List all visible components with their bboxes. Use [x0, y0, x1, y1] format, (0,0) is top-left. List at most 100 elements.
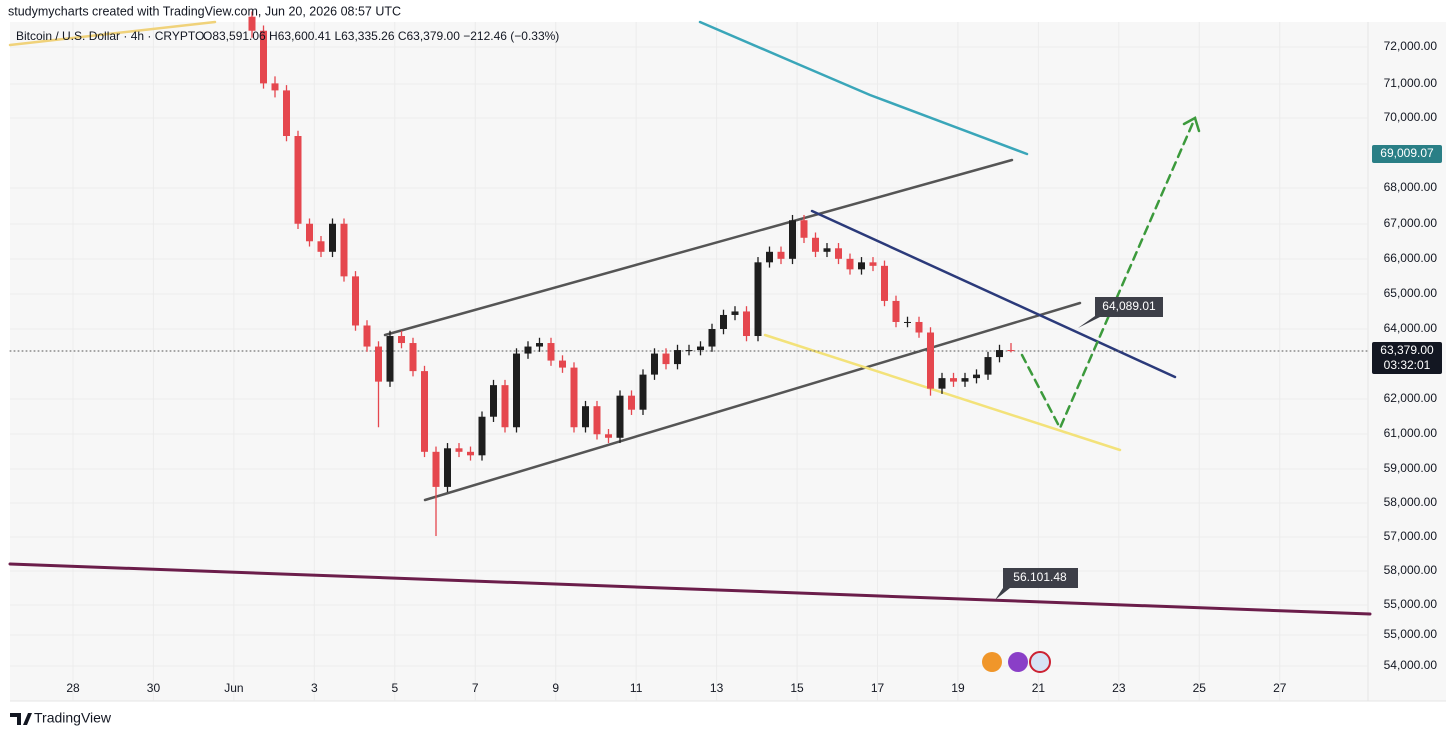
- x-tick-label: 19: [951, 681, 965, 695]
- channel-lower: [423, 301, 1082, 502]
- candle-body: [950, 378, 957, 382]
- y-tick-label: 58,000.00: [1384, 495, 1438, 509]
- candle-body: [892, 300, 900, 322]
- candle-body: [593, 406, 601, 435]
- candle-body: [904, 321, 911, 323]
- candle-body: [467, 451, 474, 456]
- candle-body: [731, 311, 739, 315]
- callout: 56.101.48: [995, 568, 1078, 600]
- candle-body: [835, 248, 842, 259]
- trend-line: [8, 20, 217, 47]
- candle-body: [858, 262, 865, 270]
- price-badge: [1372, 145, 1442, 163]
- candles: [248, 11, 1015, 537]
- x-tick-label: 9: [552, 681, 559, 695]
- candle-body: [329, 223, 336, 252]
- candle-body: [559, 360, 566, 368]
- candle-body: [639, 374, 647, 410]
- x-tick-label: Jun: [224, 681, 243, 695]
- grid: [10, 22, 1368, 701]
- candle-body: [352, 276, 359, 326]
- candle-body: [996, 350, 1003, 358]
- candle-body: [674, 350, 681, 365]
- candle-body: [294, 136, 302, 224]
- candle-body: [306, 223, 313, 242]
- drawings: [8, 20, 1372, 616]
- callout-box: [1078, 297, 1163, 328]
- candle-body: [812, 237, 819, 252]
- candle-body: [432, 451, 440, 487]
- trend-line: [810, 209, 1177, 379]
- ohlc-legend: O83,591.06 H63,600.41 L63,335.26 C63,379…: [203, 29, 559, 43]
- x-tick-label: 30: [147, 681, 161, 695]
- candle-body: [662, 353, 670, 365]
- candle-body: [363, 325, 371, 347]
- x-tick-label: 21: [1032, 681, 1046, 695]
- callout: 64,089.01: [1078, 297, 1163, 328]
- trend-line: [8, 562, 1372, 616]
- candle-body: [271, 83, 279, 91]
- candle-body: [570, 367, 578, 428]
- footer-brand: TradingView: [34, 710, 112, 726]
- candle-body: [628, 395, 635, 410]
- candle-body: [547, 343, 555, 361]
- y-tick-label: 62,000.00: [1384, 391, 1438, 405]
- y-tick-label: 55,000.00: [1384, 627, 1438, 641]
- candle-body: [869, 262, 877, 266]
- y-tick-label: 72,000.00: [1384, 39, 1438, 53]
- y-tick-label: 55,000.00: [1384, 597, 1438, 611]
- candle-body: [973, 374, 980, 379]
- candle-body: [846, 258, 854, 270]
- last-price-badge: [1372, 342, 1442, 374]
- x-tick-label: 5: [391, 681, 398, 695]
- candle-body: [283, 90, 290, 137]
- candle-body: [605, 434, 612, 438]
- candle-body: [524, 346, 532, 354]
- candle-body: [800, 220, 808, 238]
- x-tick-label: 11: [630, 681, 643, 695]
- header: studymycharts created with TradingView.c…: [8, 4, 401, 18]
- candle-body: [651, 353, 658, 375]
- candle-body: [984, 357, 992, 375]
- x-tick-label: 17: [871, 681, 885, 695]
- candle-body: [248, 16, 256, 31]
- candle-body: [501, 385, 509, 428]
- projection-path: [1020, 116, 1197, 431]
- candle-body: [478, 416, 486, 456]
- candle-body: [490, 385, 497, 417]
- candle-body: [616, 395, 624, 438]
- x-tick-label: 28: [66, 681, 80, 695]
- bitcoin-icon: [982, 652, 1002, 672]
- y-tick-label: 59,000.00: [1384, 461, 1438, 475]
- candle-body: [317, 241, 325, 252]
- y-tick-label: 61,000.00: [1384, 426, 1438, 440]
- candle-body: [444, 448, 451, 487]
- y-tick-label: 68,000.00: [1384, 180, 1438, 194]
- tradingview-logo: [10, 713, 32, 725]
- candle-body: [421, 371, 428, 452]
- candle-body: [697, 346, 704, 351]
- candle-body: [1007, 350, 1015, 352]
- callout-text: 64,089.01: [1102, 299, 1156, 313]
- x-tick-label: 25: [1193, 681, 1207, 695]
- last-price-text: 63,379.00: [1380, 343, 1434, 357]
- moving-average: [698, 20, 1029, 156]
- candle-body: [743, 311, 750, 337]
- y-tick-label: 70,000.00: [1384, 110, 1438, 124]
- candle-body: [720, 314, 727, 329]
- candle-body: [823, 248, 831, 252]
- symbol: Bitcoin / U.S. Dollar · 4h · CRYPTO: [16, 29, 204, 43]
- candle-body: [398, 336, 405, 344]
- x-tick-label: 23: [1112, 681, 1126, 695]
- candle-body: [777, 251, 785, 259]
- candle-body: [754, 262, 762, 337]
- x-tick-label: 27: [1273, 681, 1287, 695]
- projection-arrow: [1182, 116, 1201, 133]
- callout-text: 56.101.48: [1013, 570, 1067, 584]
- candle-body: [789, 220, 796, 259]
- flag-icon: [1029, 651, 1051, 673]
- candle-body: [340, 223, 348, 277]
- y-tick-label: 57,000.00: [1384, 529, 1438, 543]
- candle-body: [582, 406, 589, 428]
